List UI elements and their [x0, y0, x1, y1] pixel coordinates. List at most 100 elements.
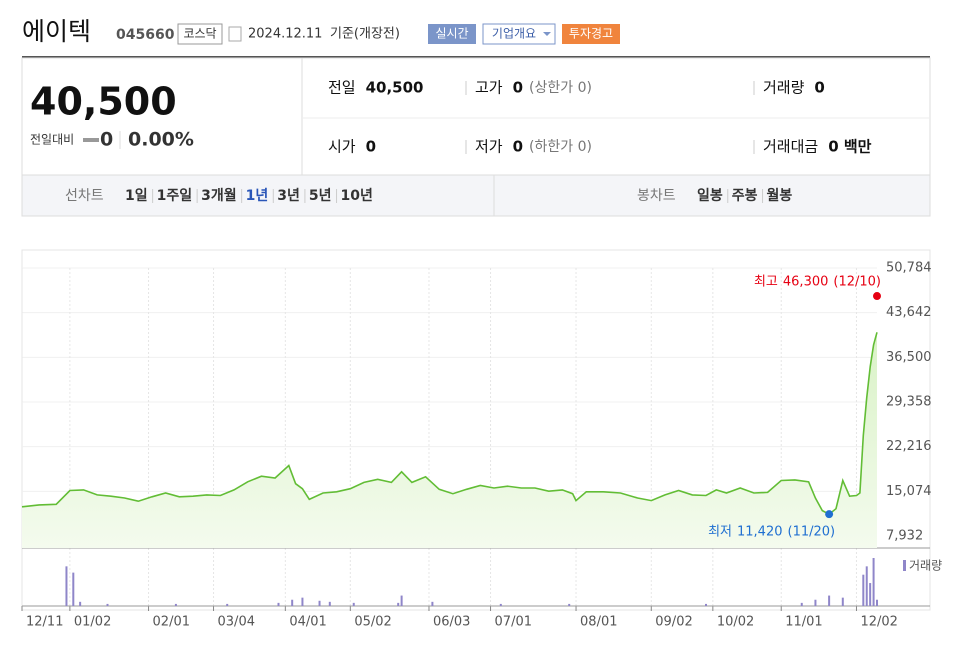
volume-bar: [318, 600, 321, 606]
x-tick-label: 12/11: [26, 615, 63, 630]
change-rate: 0.00%: [128, 129, 194, 151]
stock-name: 에이텍: [22, 17, 91, 46]
x-tick-label: 04/01: [289, 615, 326, 630]
tab[interactable]: 월봉: [767, 187, 793, 204]
tab[interactable]: 3년: [277, 188, 300, 204]
y-tick-label: 29,358: [886, 394, 932, 409]
line-chart-label: 선차트: [65, 188, 104, 204]
volume-bar: [431, 601, 434, 606]
stat-label: 시가: [328, 138, 356, 156]
stat-label: 거래대금: [763, 138, 818, 156]
x-tick-label: 01/02: [74, 615, 111, 630]
realtime-btn[interactable]: [428, 24, 476, 44]
y-tick-label: 43,642: [886, 305, 932, 320]
stat-label: 저가: [475, 138, 503, 156]
stat-value: 0: [513, 138, 523, 156]
stat-value: 0 백만: [828, 138, 871, 156]
change-label: 전일대비: [30, 133, 74, 147]
volume-bar: [705, 603, 707, 606]
volume-bar: [869, 583, 872, 606]
market-badge: [177, 23, 223, 45]
volume-bar: [872, 558, 875, 606]
x-tick-label: 12/02: [860, 615, 897, 630]
high-label: 최고: [754, 275, 778, 290]
volume-bar: [226, 603, 229, 606]
company-label[interactable]: 기업개요: [492, 27, 536, 41]
high-marker: [873, 292, 881, 301]
tab[interactable]: 3개월: [201, 187, 237, 204]
y-tick-label: 7,932: [886, 528, 923, 543]
chart-frame: [21, 249, 931, 611]
x-tick-label: 06/03: [433, 615, 470, 630]
candle-chart-label: 봉차트: [637, 188, 676, 204]
header-rule: [22, 56, 930, 58]
y-tick-label: 15,074: [886, 484, 932, 499]
volume-bar: [400, 595, 403, 606]
market: 코스닥: [183, 27, 216, 41]
high-value-label: 46,300: [783, 275, 829, 290]
stat-value: 0: [814, 79, 824, 97]
x-tick-label: 09/02: [655, 615, 692, 630]
x-tick-label: 08/01: [580, 615, 617, 630]
stat-label: 전일: [328, 79, 356, 97]
volume-legend: 거래량: [909, 559, 942, 573]
volume-bar: [862, 574, 865, 606]
volume-bar: [291, 599, 294, 606]
realtime-label[interactable]: 실시간: [435, 27, 468, 41]
volume-bar: [397, 602, 400, 606]
volume-bar: [568, 603, 571, 606]
stock-code: 045660: [116, 27, 175, 43]
price-line: [21, 332, 878, 516]
stat-label: 거래량: [763, 79, 805, 97]
date: 2024.12.11: [248, 27, 322, 42]
flat-icon: [83, 138, 99, 142]
x-tick-label: 11/01: [785, 615, 822, 630]
low-marker: [825, 510, 834, 519]
volume-bar: [865, 566, 868, 606]
volume-bar: [328, 601, 331, 606]
volume-bar: [174, 603, 177, 606]
volume-bar: [277, 602, 280, 606]
tab[interactable]: 1주일: [157, 188, 193, 204]
high-date: (12/10): [833, 275, 881, 290]
volume-bar: [876, 599, 878, 606]
low-value-label: 11,420: [737, 525, 783, 540]
y-tick-label: 22,216: [886, 439, 932, 454]
stat-note: (상한가 0): [529, 80, 592, 96]
y-tick-label: 36,500: [886, 350, 932, 365]
price: 40,500: [30, 80, 177, 124]
volume-bar: [79, 601, 82, 606]
x-tick-label: 07/01: [495, 615, 532, 630]
tab[interactable]: 1년: [246, 188, 269, 204]
x-tick-label: 02/01: [153, 615, 190, 630]
volume-legend-swatch: [903, 560, 906, 571]
warning-label: 투자경고: [569, 27, 613, 41]
tab[interactable]: 5년: [309, 188, 332, 204]
tab[interactable]: 주봉: [732, 188, 758, 204]
tab[interactable]: 10년: [341, 188, 373, 204]
price-area: [22, 332, 877, 548]
volume-bar: [814, 599, 817, 606]
basis: 기준(개장전): [330, 27, 400, 42]
x-tick-label: 03/04: [218, 615, 255, 630]
tab[interactable]: 1일: [125, 188, 148, 204]
volume-bar: [301, 597, 304, 606]
stat-value: 40,500: [366, 79, 424, 97]
stat-value: 0: [366, 138, 376, 156]
volume-bar: [800, 602, 803, 606]
x-tick-label: 10/02: [717, 615, 754, 630]
warning-badge: [562, 24, 620, 44]
volume-bar: [106, 603, 109, 606]
tab[interactable]: 일봉: [697, 188, 723, 204]
volume-bar: [65, 566, 68, 606]
volume-bar: [72, 572, 75, 606]
volume-bar: [841, 597, 844, 606]
change: 0: [100, 129, 113, 151]
dropdown-arrow: [543, 32, 551, 36]
stat-value: 0: [513, 79, 523, 97]
company-btn[interactable]: [482, 23, 556, 45]
volume-bar: [352, 602, 355, 606]
low-label: 최저: [708, 525, 732, 540]
